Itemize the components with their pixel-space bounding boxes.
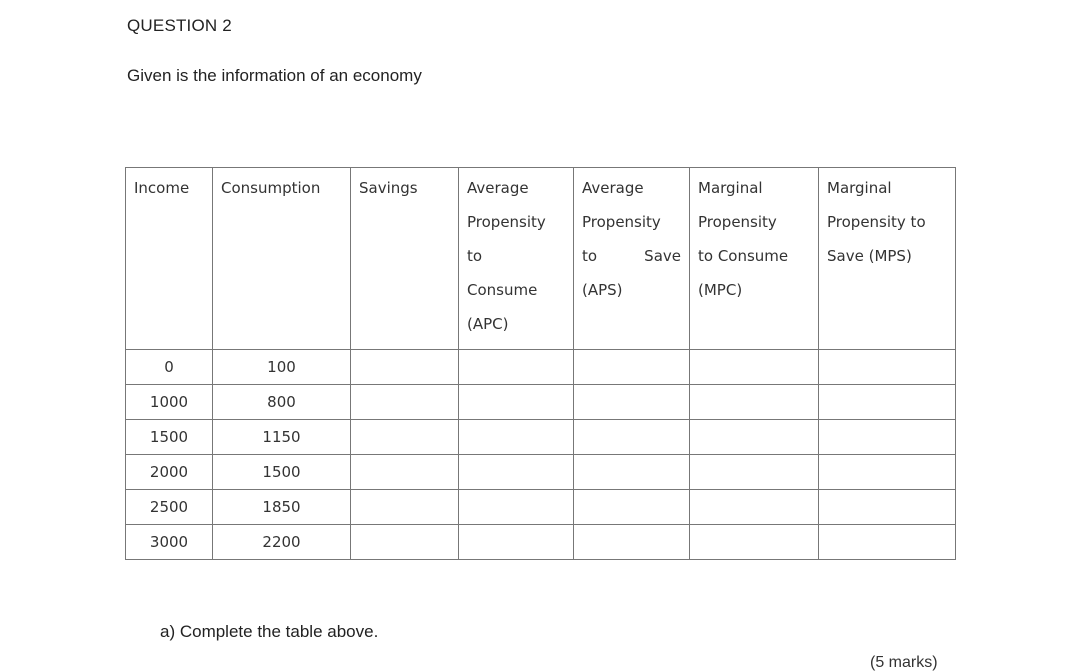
cell-savings (350, 419, 459, 455)
cell-mpc (689, 349, 819, 385)
table-row: 2000 1500 (125, 454, 956, 490)
cell-mps (818, 419, 956, 455)
cell-income: 3000 (125, 524, 213, 560)
cell-aps (573, 384, 690, 420)
header-consumption: Consumption (212, 167, 351, 350)
cell-mpc (689, 419, 819, 455)
cell-savings (350, 489, 459, 525)
cell-consumption: 800 (212, 384, 351, 420)
header-savings: Savings (350, 167, 459, 350)
question-intro: Given is the information of an economy (127, 66, 422, 85)
header-aps-line-2: Propensity (582, 213, 661, 231)
cell-consumption: 100 (212, 349, 351, 385)
cell-apc (458, 489, 574, 525)
header-aps-to: to (582, 247, 598, 265)
header-mps: Marginal Propensity to Save (MPS) (818, 167, 956, 350)
cell-apc (458, 419, 574, 455)
table-row: 1500 1150 (125, 419, 956, 455)
header-apc-line-4: Consume (467, 281, 538, 299)
cell-income: 1500 (125, 419, 213, 455)
cell-income: 1000 (125, 384, 213, 420)
header-apc-line-2: Propensity (467, 213, 546, 231)
cell-mpc (689, 524, 819, 560)
cell-mpc (689, 454, 819, 490)
cell-consumption: 1500 (212, 454, 351, 490)
cell-aps (573, 524, 690, 560)
cell-mps (818, 454, 956, 490)
header-mpc-line-3: to Consume (698, 247, 789, 265)
header-mps-line-2: Propensity to (827, 213, 926, 231)
table-row: 2500 1850 (125, 489, 956, 525)
part-a-instruction: a) Complete the table above. (160, 622, 379, 641)
cell-aps (573, 349, 690, 385)
cell-income: 2500 (125, 489, 213, 525)
header-apc-line-1: Average (467, 179, 529, 197)
header-apc-line-3: to (467, 247, 483, 265)
cell-savings (350, 349, 459, 385)
header-mpc-line-4: (MPC) (698, 281, 743, 299)
header-aps: Average Propensity to Save (APS) (573, 167, 690, 350)
question-title: QUESTION 2 (127, 16, 232, 35)
cell-savings (350, 384, 459, 420)
header-mpc-line-1: Marginal (698, 179, 763, 197)
table-row: 3000 2200 (125, 524, 956, 560)
table-row: 1000 800 (125, 384, 956, 420)
cell-savings (350, 454, 459, 490)
header-mps-line-1: Marginal (827, 179, 892, 197)
cell-mpc (689, 489, 819, 525)
cell-consumption: 1850 (212, 489, 351, 525)
cell-mps (818, 524, 956, 560)
header-mpc: Marginal Propensity to Consume (MPC) (689, 167, 819, 350)
table-header-row: Income Consumption Savings Average Prope… (125, 167, 956, 350)
cell-apc (458, 454, 574, 490)
cell-mps (818, 349, 956, 385)
header-aps-line-3: to Save (582, 239, 681, 273)
cell-aps (573, 454, 690, 490)
cell-mps (818, 489, 956, 525)
header-aps-line-4: (APS) (582, 281, 623, 299)
cell-income: 0 (125, 349, 213, 385)
economy-table: Income Consumption Savings Average Prope… (125, 167, 956, 560)
header-apc-line-5: (APC) (467, 315, 509, 333)
header-mps-line-3: Save (MPS) (827, 247, 912, 265)
cell-mpc (689, 384, 819, 420)
marks-label: (5 marks) (870, 654, 938, 671)
header-aps-line-1: Average (582, 179, 644, 197)
header-aps-save: Save (644, 247, 681, 265)
cell-apc (458, 524, 574, 560)
cell-consumption: 1150 (212, 419, 351, 455)
cell-income: 2000 (125, 454, 213, 490)
cell-aps (573, 419, 690, 455)
header-income: Income (125, 167, 213, 350)
cell-aps (573, 489, 690, 525)
cell-consumption: 2200 (212, 524, 351, 560)
header-apc: Average Propensity to Consume (APC) (458, 167, 574, 350)
cell-apc (458, 384, 574, 420)
cell-savings (350, 524, 459, 560)
cell-apc (458, 349, 574, 385)
table-row: 0 100 (125, 349, 956, 385)
cell-mps (818, 384, 956, 420)
header-mpc-line-2: Propensity (698, 213, 777, 231)
